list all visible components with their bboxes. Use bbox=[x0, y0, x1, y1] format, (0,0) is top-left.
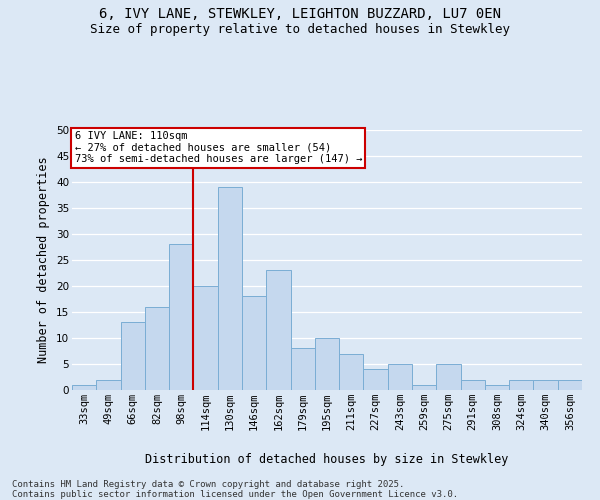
Text: 6 IVY LANE: 110sqm
← 27% of detached houses are smaller (54)
73% of semi-detache: 6 IVY LANE: 110sqm ← 27% of detached hou… bbox=[74, 132, 362, 164]
Bar bbox=[193, 286, 218, 390]
Text: Contains HM Land Registry data © Crown copyright and database right 2025.
Contai: Contains HM Land Registry data © Crown c… bbox=[12, 480, 458, 499]
Bar bbox=[290, 348, 315, 390]
Bar bbox=[72, 385, 96, 390]
Bar bbox=[242, 296, 266, 390]
Bar bbox=[485, 385, 509, 390]
Text: 6, IVY LANE, STEWKLEY, LEIGHTON BUZZARD, LU7 0EN: 6, IVY LANE, STEWKLEY, LEIGHTON BUZZARD,… bbox=[99, 8, 501, 22]
Bar bbox=[533, 380, 558, 390]
Bar bbox=[461, 380, 485, 390]
Bar bbox=[364, 369, 388, 390]
Bar bbox=[169, 244, 193, 390]
Bar bbox=[96, 380, 121, 390]
Bar bbox=[266, 270, 290, 390]
Bar bbox=[412, 385, 436, 390]
Bar bbox=[509, 380, 533, 390]
Bar bbox=[558, 380, 582, 390]
Bar bbox=[436, 364, 461, 390]
Bar bbox=[339, 354, 364, 390]
Text: Size of property relative to detached houses in Stewkley: Size of property relative to detached ho… bbox=[90, 22, 510, 36]
Bar bbox=[315, 338, 339, 390]
Y-axis label: Number of detached properties: Number of detached properties bbox=[37, 156, 50, 364]
Bar bbox=[388, 364, 412, 390]
Bar bbox=[145, 307, 169, 390]
Bar bbox=[121, 322, 145, 390]
Bar bbox=[218, 187, 242, 390]
Text: Distribution of detached houses by size in Stewkley: Distribution of detached houses by size … bbox=[145, 452, 509, 466]
